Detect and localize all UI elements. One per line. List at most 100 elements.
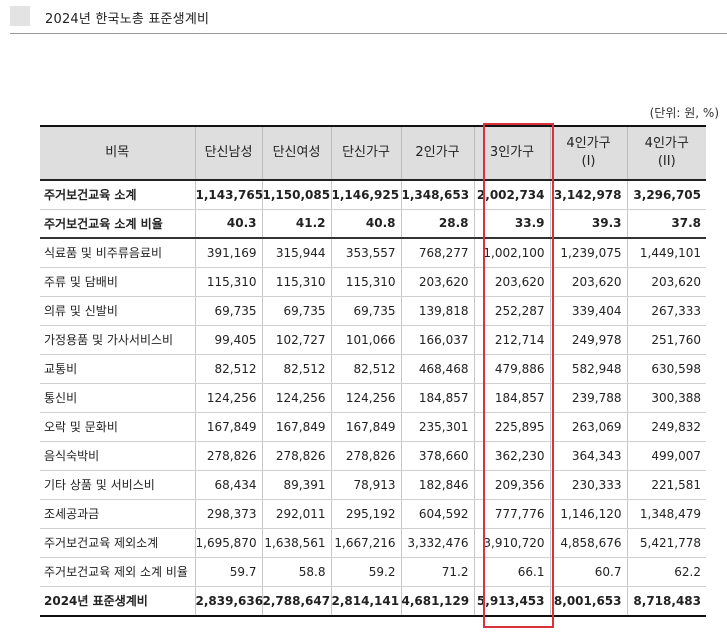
table-cell: 315,944 [261,238,331,268]
table-cell: 339,404 [549,296,627,326]
table-cell: 298,373 [194,499,262,529]
table-cell: 203,620 [473,267,550,297]
table-cell: 124,256 [261,383,331,413]
table-header-row: 비목 단신남성 단신여성 단신가구 2인가구 3인가구 4인가구 (I) 4인가구… [40,126,706,181]
table-cell: 167,849 [194,412,262,442]
row-label: 오락 및 문화비 [40,412,195,442]
table-cell: 184,857 [400,383,474,413]
table-row: 음식숙박비 278,826 278,826 278,826 378,660 362,230… [40,441,706,471]
row-label: 주거보건교육 소계 [40,180,195,210]
table-cell: 209,356 [473,470,550,500]
table-cell: 101,066 [330,325,401,355]
table-cell: 167,849 [261,412,331,442]
table-cell: 768,277 [400,238,474,268]
table-cell: 115,310 [330,267,401,297]
table-row: 조세공과금 298,373 292,011 295,192 604,592 777,776… [40,499,706,529]
table-row: 주거보건교육 소계 비율 40.3 41.2 40.8 28.8 33.9 39.3 37.8 [40,209,706,239]
column-header: 비목 [40,126,195,181]
table-cell: 1,002,100 [473,238,550,268]
table-cell: 300,388 [626,383,706,413]
column-header: 3인가구 [473,126,550,181]
table-cell: 28.8 [400,209,474,239]
table-cell: 278,826 [330,441,401,471]
table-cell: 203,620 [400,267,474,297]
table-row: 통신비 124,256 124,256 124,256 184,857 184,857 23… [40,383,706,413]
unit-note: (단위: 원, %) [649,106,719,120]
table-cell: 239,788 [549,383,627,413]
table-cell: 278,826 [194,441,262,471]
table-cell: 212,714 [473,325,550,355]
table-cell: 40.8 [330,209,401,239]
row-label: 주거보건교육 제외소계 [40,528,195,558]
table-cell: 221,581 [626,470,706,500]
row-label: 2024년 표준생계비 [44,594,148,609]
table-cell: 5,421,778 [626,528,706,558]
page-title: 2024년 한국노총 표준생계비 [45,12,210,27]
table-cell: 249,978 [549,325,627,355]
table-cell: 184,857 [473,383,550,413]
table-cell: 378,660 [400,441,474,471]
table-row: 가정용품 및 가사서비스비 99,405 102,727 101,066 166,037… [40,325,706,355]
table-cell: 60.7 [549,557,627,587]
table-cell: 267,333 [626,296,706,326]
table-cell: 251,760 [626,325,706,355]
table-row: 주류 및 담배비 115,310 115,310 115,310 203,620 203,… [40,267,706,297]
table-cell: 353,557 [330,238,401,268]
column-header: 단신여성 [261,126,331,181]
table-cell: 2,839,636 [194,586,263,616]
table-cell: 1,449,101 [626,238,706,268]
table-row: 기타 상품 및 서비스비 68,434 89,391 78,913 182,846 209… [40,470,706,500]
table-cell: 69,735 [261,296,331,326]
row-label: 통신비 [40,383,195,413]
title-divider [10,33,727,34]
table-cell: 89,391 [261,470,331,500]
table-cell: 203,620 [549,267,627,297]
row-label: 조세공과금 [40,499,195,529]
column-header-line: 4인가구 [566,136,611,151]
table-row: 주거보건교육 제외 소계 비율 59.7 58.8 59.2 71.2 66.1 60.7 6… [40,557,706,587]
row-label: 식료품 및 비주류음료비 [40,238,195,268]
table-cell: 115,310 [194,267,262,297]
row-label: 의류 및 신발비 [40,296,195,326]
table-cell: 4,681,129 [400,586,474,616]
row-label: 주거보건교육 제외 소계 비율 [40,557,195,587]
table-cell: 62.2 [626,557,706,587]
table-cell: 235,301 [400,412,474,442]
column-header-line: 4인가구 [644,136,689,151]
table-cell: 8,001,653 [549,586,627,616]
table-cell: 391,169 [194,238,262,268]
table-cell: 8,718,483 [626,586,706,616]
table-cell: 40.3 [194,209,262,239]
table-cell: 1,239,075 [549,238,627,268]
table-cell: 225,895 [473,412,550,442]
table-cell: 2,002,734 [473,180,550,210]
table-cell: 777,776 [473,499,550,529]
row-label: 가정용품 및 가사서비스비 [40,325,195,355]
table-cell: 2,814,141 [330,586,401,616]
row-label: 음식숙박비 [40,441,195,471]
table-cell: 39.3 [549,209,627,239]
table-cell: 66.1 [473,557,550,587]
table-cell: 82,512 [330,354,401,384]
table-cell: 203,620 [626,267,706,297]
table-cell: 1,667,216 [330,528,401,558]
table-cell: 1,348,653 [400,180,474,210]
table-cell: 3,332,476 [400,528,474,558]
table-cell: 82,512 [261,354,331,384]
table-cell: 3,296,705 [626,180,706,210]
table-cell: 278,826 [261,441,331,471]
table-cell: 292,011 [261,499,331,529]
table-cell: 182,846 [400,470,474,500]
table-cell: 263,069 [549,412,627,442]
table-cell: 499,007 [626,441,706,471]
column-header-line: (II) [657,154,676,169]
row-label: 기타 상품 및 서비스비 [40,470,195,500]
table-cell: 3,142,978 [549,180,627,210]
table-cell: 124,256 [194,383,262,413]
table-cell: 68,434 [194,470,262,500]
table-cell: 1,146,925 [330,180,401,210]
table-row: 식료품 및 비주류음료비 391,169 315,944 353,557 768,277… [40,238,706,268]
column-header: 2인가구 [400,126,474,181]
column-header-multiline: 4인가구 (II) [626,126,706,181]
table-cell: 362,230 [473,441,550,471]
